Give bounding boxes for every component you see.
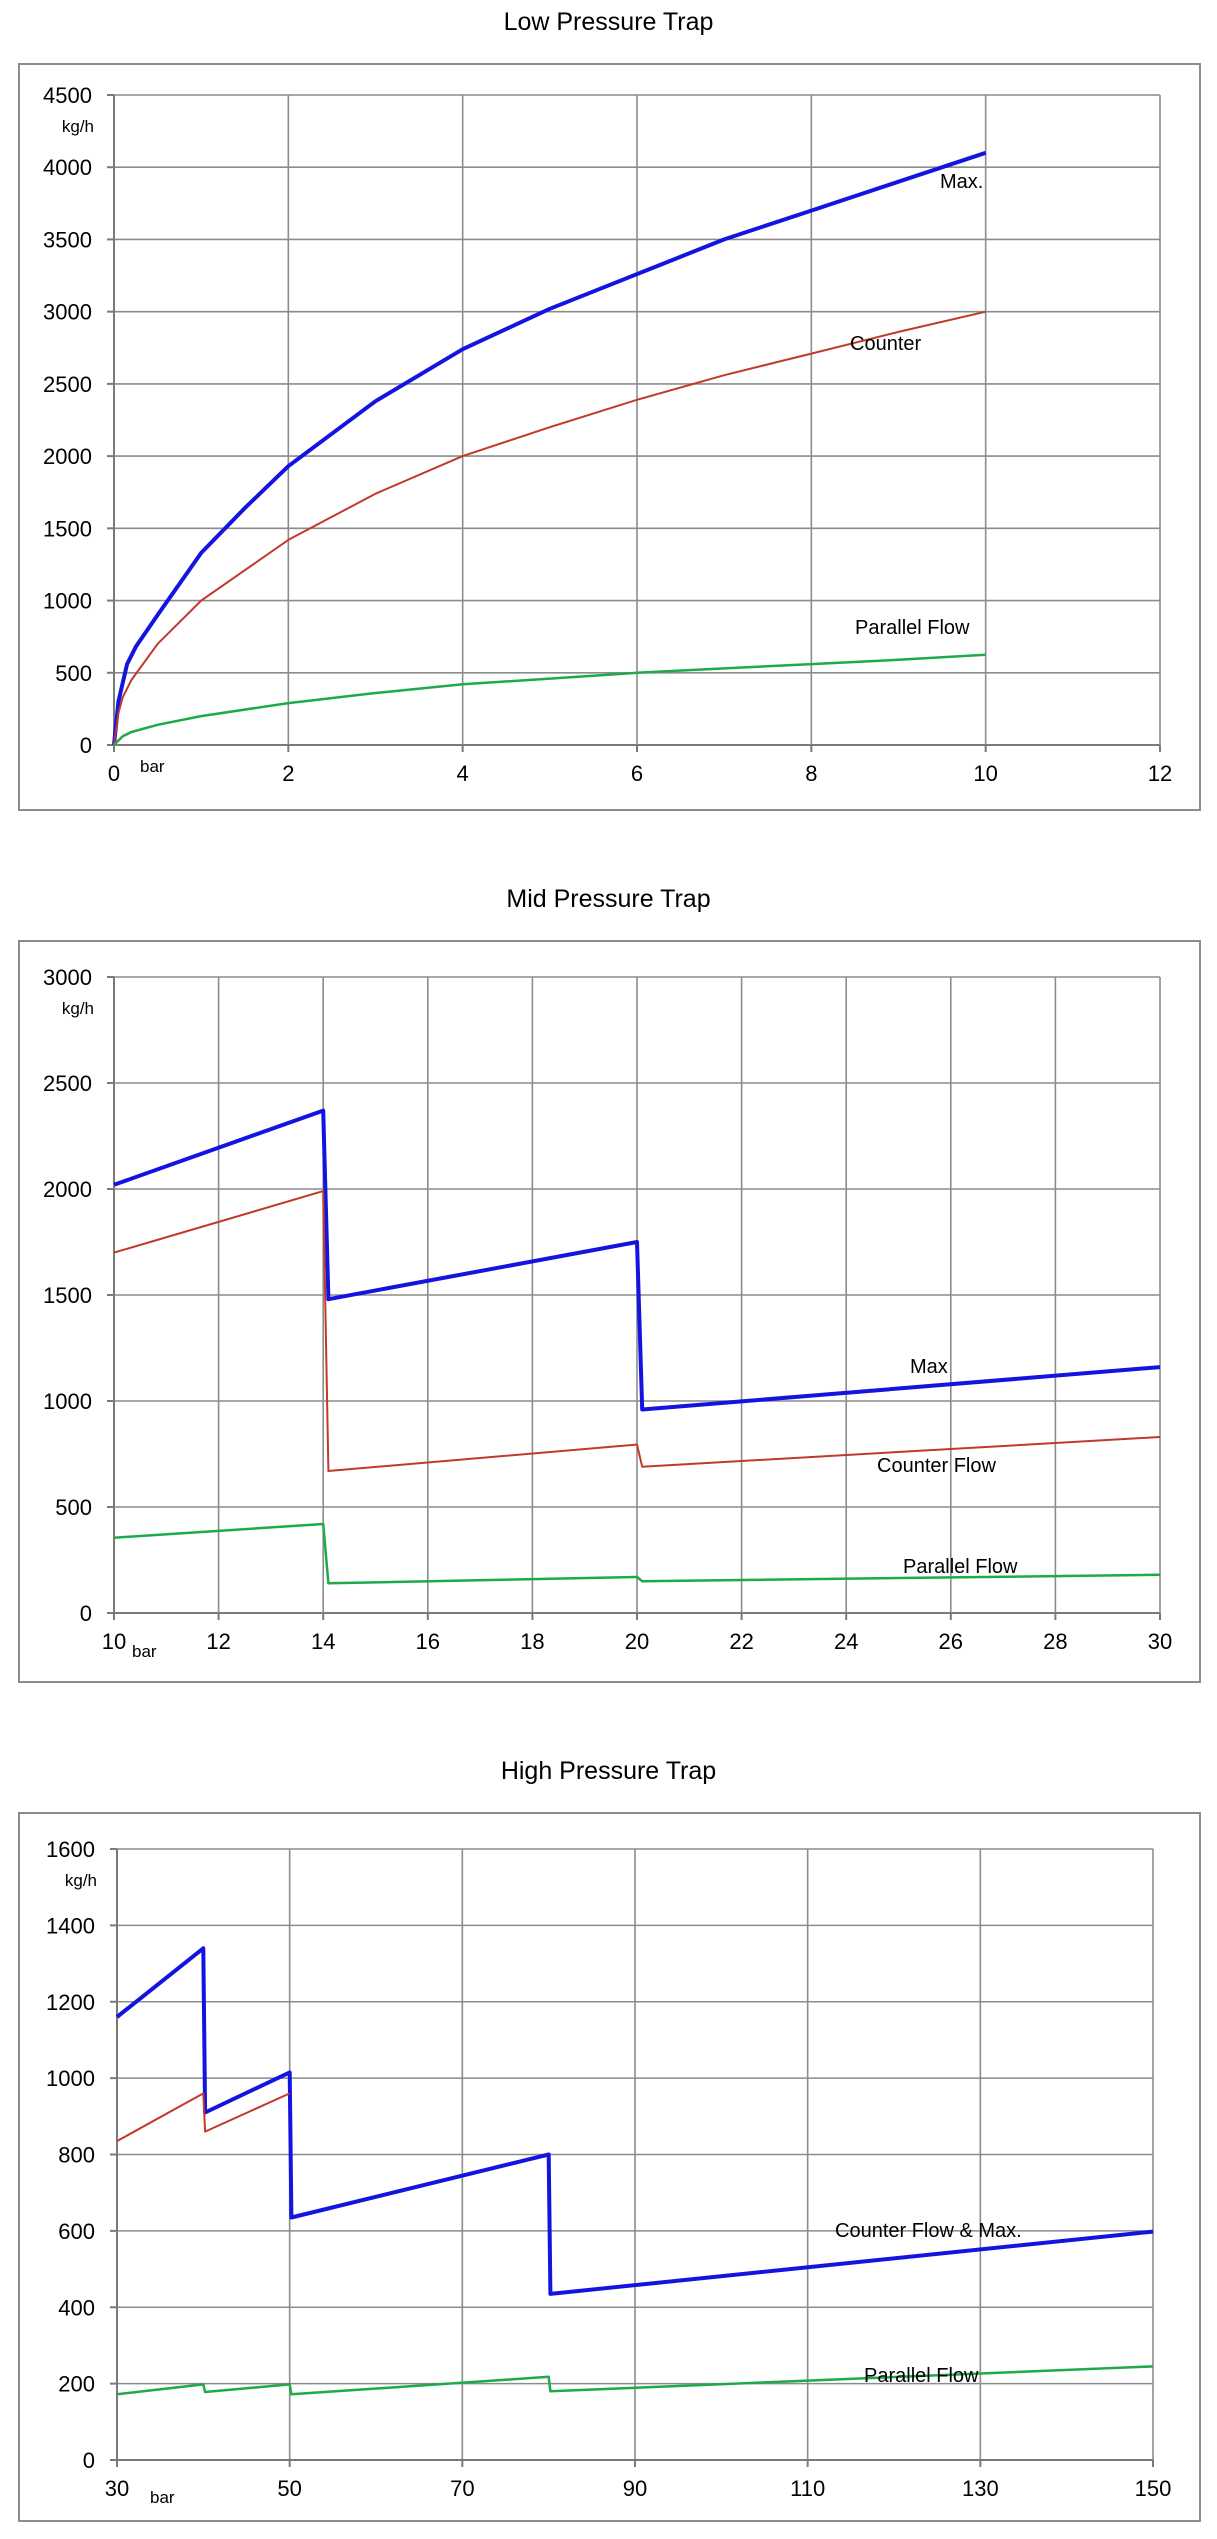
y-tick-label: 1500 xyxy=(43,1283,92,1308)
x-tick-label: 12 xyxy=(1148,761,1172,786)
chart-frame-low xyxy=(18,63,1201,811)
x-tick-label: 90 xyxy=(623,2476,647,2501)
y-axis-label: kg/h xyxy=(65,1871,97,1890)
y-tick-label: 200 xyxy=(58,2372,95,2397)
x-tick-label: 50 xyxy=(277,2476,301,2501)
x-tick-label: 70 xyxy=(450,2476,474,2501)
y-tick-label: 1600 xyxy=(46,1837,95,1862)
chart-title-low: Low Pressure Trap xyxy=(503,8,714,36)
x-tick-label: 12 xyxy=(206,1629,230,1654)
y-tick-label: 3000 xyxy=(43,965,92,990)
x-tick-label: 18 xyxy=(520,1629,544,1654)
y-tick-label: 2500 xyxy=(43,372,92,397)
chart-title-mid: Mid Pressure Trap xyxy=(506,885,711,913)
y-tick-label: 0 xyxy=(83,2448,95,2473)
x-axis-label: bar xyxy=(150,2488,175,2507)
y-tick-label: 1200 xyxy=(46,1990,95,2015)
series-line-1 xyxy=(113,1190,1161,1472)
x-tick-label: 22 xyxy=(729,1629,753,1654)
chart-frame-mid xyxy=(18,940,1201,1683)
y-tick-label: 0 xyxy=(80,733,92,758)
x-tick-label: 130 xyxy=(962,2476,999,2501)
y-tick-label: 1400 xyxy=(46,1913,95,1938)
y-tick-label: 2000 xyxy=(43,1177,92,1202)
y-tick-label: 4500 xyxy=(43,83,92,108)
y-tick-label: 500 xyxy=(55,661,92,686)
x-tick-label: 26 xyxy=(939,1629,963,1654)
series-line-1 xyxy=(116,2092,291,2142)
y-tick-label: 800 xyxy=(58,2143,95,2168)
y-tick-label: 400 xyxy=(58,2295,95,2320)
y-tick-label: 1000 xyxy=(46,2066,95,2091)
x-tick-label: 8 xyxy=(805,761,817,786)
y-axis-label: kg/h xyxy=(62,117,94,136)
series-line-2 xyxy=(113,653,986,746)
x-tick-label: 14 xyxy=(311,1629,335,1654)
x-tick-label: 10 xyxy=(102,1629,126,1654)
y-tick-label: 4000 xyxy=(43,155,92,180)
y-tick-label: 0 xyxy=(80,1601,92,1626)
series-annotation: Max. xyxy=(940,171,983,193)
series-line-2 xyxy=(113,1522,1161,1585)
series-annotation: Parallel Flow xyxy=(855,617,970,639)
y-tick-label: 1500 xyxy=(43,516,92,541)
x-tick-label: 20 xyxy=(625,1629,649,1654)
x-tick-label: 30 xyxy=(1148,1629,1172,1654)
x-tick-label: 24 xyxy=(834,1629,858,1654)
series-annotation: Counter Flow xyxy=(877,1455,996,1477)
y-tick-label: 2000 xyxy=(43,444,92,469)
y-tick-label: 3000 xyxy=(43,300,92,325)
x-tick-label: 110 xyxy=(790,2476,825,2501)
x-axis-label: bar xyxy=(132,1642,157,1661)
y-tick-label: 3500 xyxy=(43,227,92,252)
y-tick-label: 1000 xyxy=(43,1389,92,1414)
x-tick-label: 2 xyxy=(282,761,294,786)
x-tick-label: 28 xyxy=(1043,1629,1067,1654)
series-line-2 xyxy=(116,2365,1154,2396)
x-tick-label: 6 xyxy=(631,761,643,786)
x-tick-label: 16 xyxy=(416,1629,440,1654)
y-tick-label: 2500 xyxy=(43,1071,92,1096)
x-tick-label: 30 xyxy=(105,2476,129,2501)
series-annotation: Max xyxy=(910,1356,948,1378)
series-annotation: Counter Flow & Max. xyxy=(835,2220,1022,2242)
chart-frame-high xyxy=(18,1812,1201,2522)
y-tick-label: 600 xyxy=(58,2219,95,2244)
y-tick-label: 500 xyxy=(55,1495,92,1520)
series-line-1 xyxy=(113,310,986,746)
series-annotation: Counter xyxy=(850,333,921,355)
y-axis-label: kg/h xyxy=(62,999,94,1018)
series-annotation: Parallel Flow xyxy=(903,1556,1018,1578)
series-line-0 xyxy=(115,1946,1154,2296)
x-tick-label: 0 xyxy=(108,761,120,786)
series-line-0 xyxy=(113,1108,1161,1412)
x-tick-label: 4 xyxy=(457,761,469,786)
x-axis-label: bar xyxy=(140,757,165,776)
x-tick-label: 150 xyxy=(1135,2476,1172,2501)
series-line-0 xyxy=(112,150,987,746)
chart-title-high: High Pressure Trap xyxy=(500,1757,717,1785)
y-tick-label: 1000 xyxy=(43,589,92,614)
x-tick-label: 10 xyxy=(973,761,997,786)
series-annotation: Parallel Flow xyxy=(864,2365,979,2387)
